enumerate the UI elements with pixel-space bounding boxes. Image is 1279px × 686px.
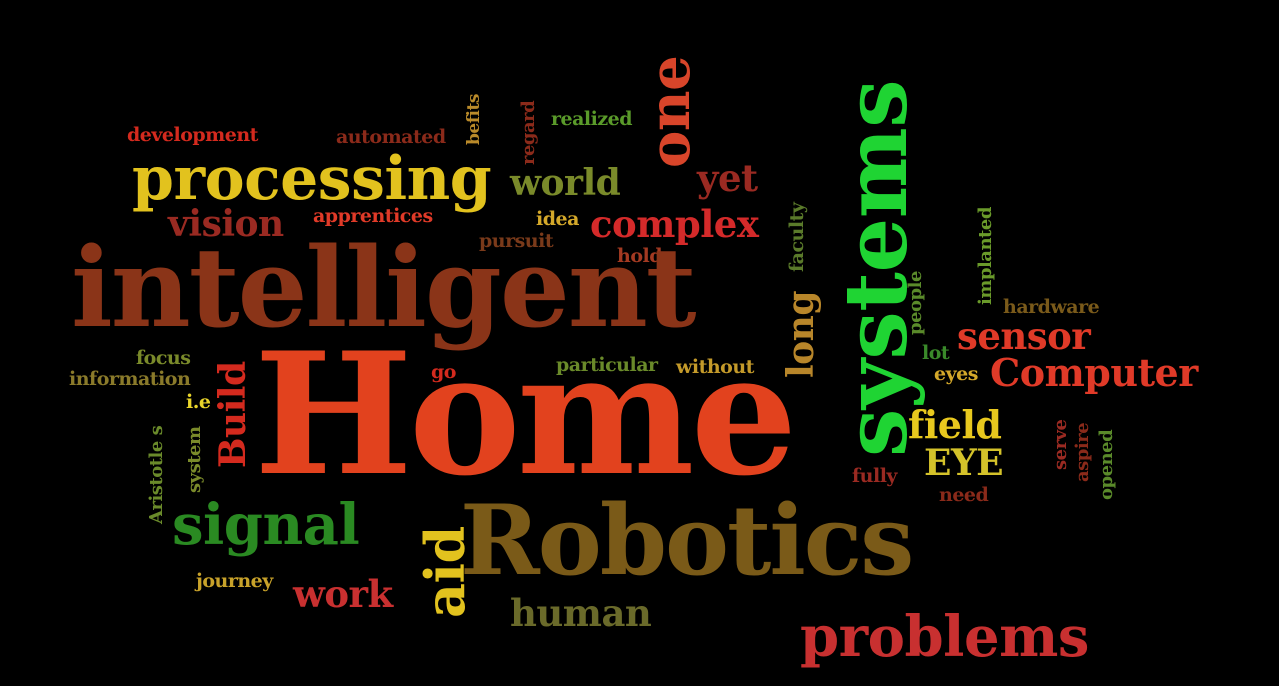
word-opened: opened (1096, 429, 1117, 500)
word-ie: i.e (186, 391, 211, 413)
word-people: people (905, 271, 926, 335)
word-system: system (184, 426, 205, 493)
word-yet: yet (697, 156, 758, 200)
word-implanted: implanted (975, 207, 996, 305)
word-faculty: faculty (786, 202, 808, 272)
word-sensor: sensor (957, 314, 1091, 358)
word-work: work (293, 572, 393, 616)
word-one: one (637, 55, 703, 168)
word-complex: complex (590, 202, 759, 246)
word-apprentices: apprentices (313, 205, 433, 227)
word-serve: serve (1050, 419, 1071, 470)
word-holds: holds (617, 245, 673, 267)
word-processing: processing (132, 144, 492, 214)
word-systems: systems (826, 79, 927, 457)
word-field: field (908, 402, 1002, 447)
word-lot: lot (922, 342, 950, 364)
word-information: information (69, 368, 191, 390)
word-aspire: aspire (1072, 422, 1093, 482)
word-journey: journey (196, 570, 273, 592)
word-realized: realized (551, 108, 633, 130)
word-problems: problems (800, 604, 1089, 670)
word-need: need (939, 484, 989, 506)
word-without: without (676, 356, 754, 378)
word-automated: automated (336, 126, 446, 148)
word-vision: vision (168, 203, 284, 245)
word-particular: particular (556, 354, 658, 376)
word-computer: Computer (990, 350, 1198, 395)
word-human: human (510, 591, 652, 635)
word-idea: idea (536, 208, 579, 230)
word-intelligent: intelligent (71, 223, 697, 352)
word-focus: focus (136, 347, 191, 369)
word-regard: regard (518, 100, 539, 165)
word-home: Home (254, 315, 797, 513)
word-robotics: Robotics (460, 484, 914, 597)
word-hardware: hardware (1003, 296, 1100, 318)
word-fully: fully (852, 465, 897, 487)
word-befits: befits (464, 94, 484, 145)
word-eyes: eyes (934, 363, 978, 385)
word-eye: EYE (924, 442, 1004, 484)
word-aristotle: Aristotle s (146, 425, 167, 524)
word-world: world (510, 162, 621, 204)
word-signal: signal (172, 492, 360, 558)
word-build: Build (212, 361, 254, 468)
word-go: go (431, 361, 456, 383)
word-pursuit: pursuit (479, 230, 554, 252)
word-development: development (127, 124, 258, 146)
